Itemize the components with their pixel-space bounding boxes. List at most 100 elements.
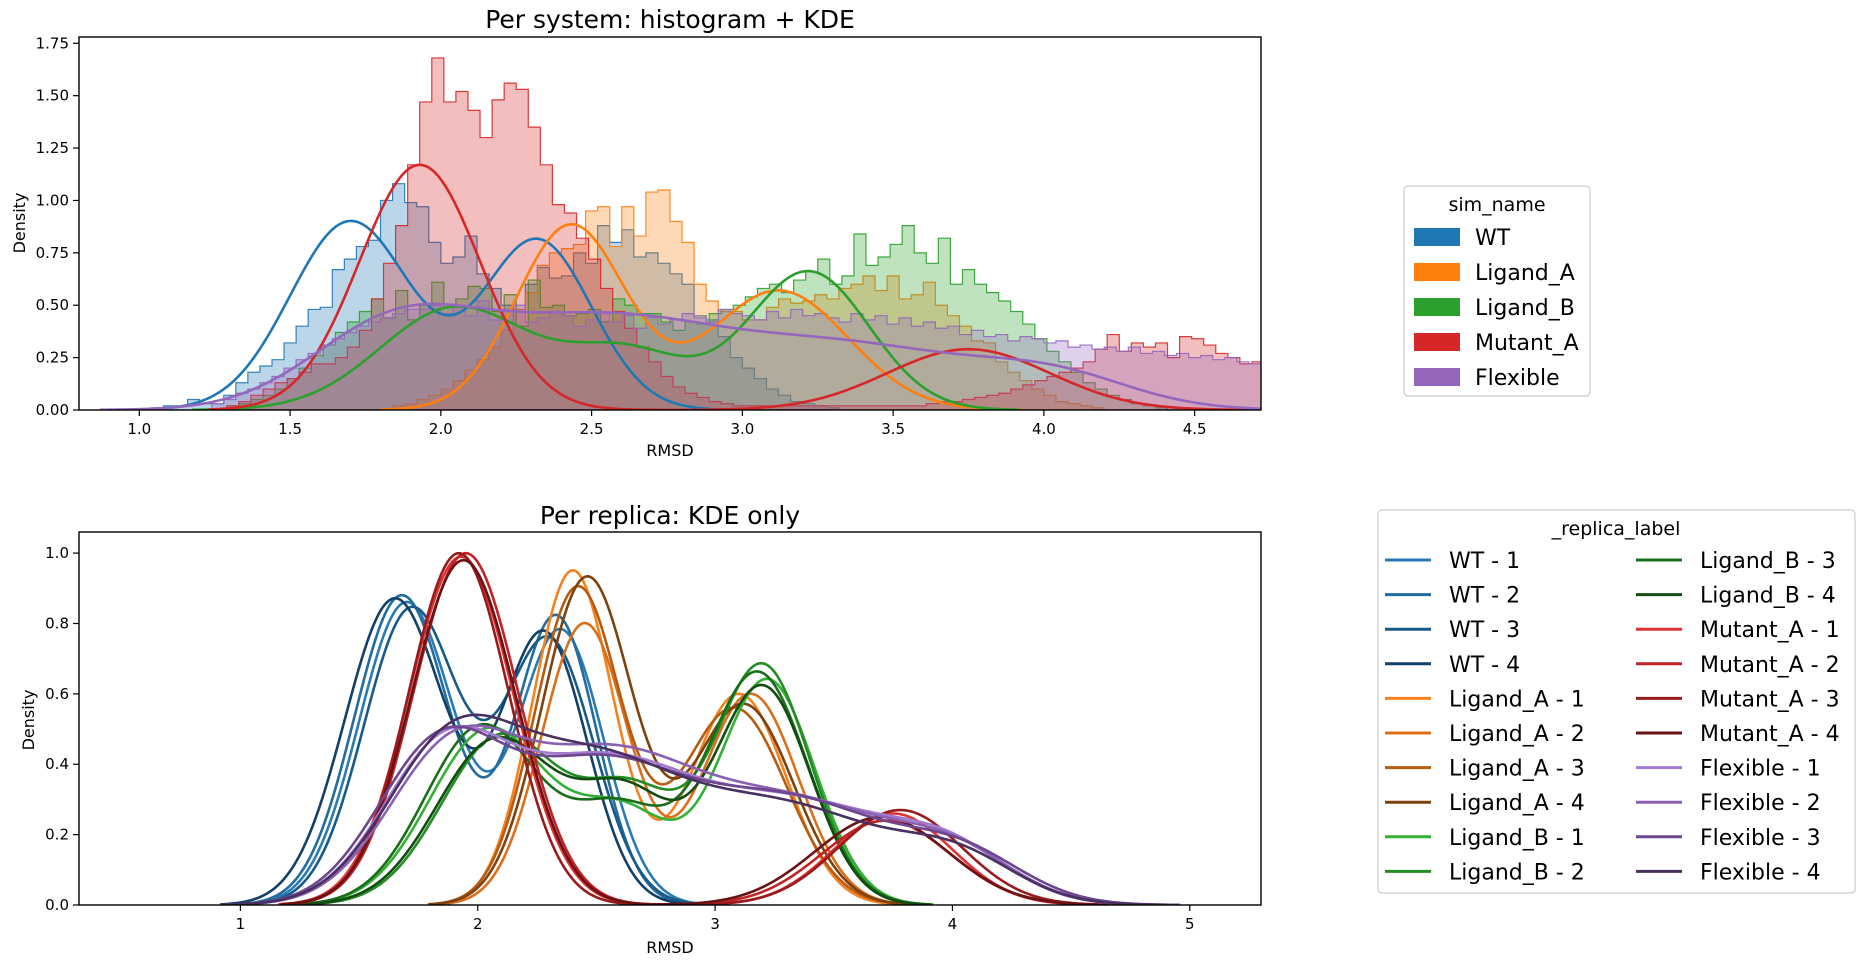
y-tick-label: 0.50 (36, 296, 69, 314)
legend-item-flexible-4: Flexible - 4 (1636, 860, 1821, 885)
x-tick-label: 2.5 (580, 420, 604, 438)
y-tick-label: 0.8 (45, 614, 69, 632)
legend-label: Ligand_A - 1 (1449, 687, 1585, 712)
legend-label: WT - 3 (1449, 618, 1520, 643)
histogram-mutant-a (214, 57, 1261, 410)
y-tick-label: 0.6 (45, 685, 69, 703)
y-ticks-top: 0.00 0.25 0.50 0.75 1.00 1.25 1.50 1.75 (36, 34, 79, 419)
kde-line-wt-1 (240, 600, 711, 905)
legend-item-mutant-a-2: Mutant_A - 2 (1636, 653, 1840, 678)
legend-label: Flexible - 2 (1700, 791, 1821, 816)
legend-item-wt-1: WT - 1 (1385, 549, 1520, 574)
x-tick-label: 1.0 (127, 420, 151, 438)
legend-swatch (1414, 228, 1460, 246)
legend-item-flexible-2: Flexible - 2 (1636, 791, 1821, 816)
legend-label: Ligand_A (1475, 261, 1575, 286)
kde-line-flexible-4 (222, 713, 1168, 905)
plot-area-frame-bottom (78, 531, 1262, 906)
x-axis-label-top: RMSD (646, 441, 693, 460)
kde-replica-axes: Per replica: KDE only 1 2 3 4 5 0.0 0.2 0.4 0.6… (19, 501, 1262, 957)
legend-frame-bottom (1377, 509, 1856, 894)
x-axis-label-bottom: RMSD (646, 938, 693, 957)
legend-swatch (1414, 263, 1460, 281)
legend-label: WT - 4 (1449, 653, 1520, 678)
legend-label: Ligand_B - 4 (1700, 584, 1836, 609)
legend-sim-name: sim_name WT Ligand_A Ligand_B Mutant_A Flexi… (1403, 185, 1591, 397)
kde-line-mutant-a (208, 163, 1254, 410)
legend-label: Flexible (1475, 366, 1560, 391)
legend-item-wt-4: WT - 4 (1385, 653, 1520, 678)
legend-label: Mutant_A - 3 (1700, 687, 1840, 712)
legend-label: Ligand_B (1475, 296, 1575, 321)
y-tick-label: 0.0 (45, 896, 69, 914)
legend-item-mutant-a: Mutant_A (1414, 331, 1579, 356)
legend-item-ligand-b: Ligand_B (1414, 296, 1575, 321)
y-tick-label: 0.4 (45, 755, 69, 773)
y-tick-label: 1.25 (36, 139, 69, 157)
y-axis-label-bottom: Density (19, 690, 38, 751)
kde-line-ligand-b-4 (289, 683, 929, 905)
legend-title-bottom: _replica_label (1551, 518, 1681, 540)
legend-item-ligand-b-1: Ligand_B - 1 (1385, 826, 1585, 851)
histogram-kde-axes: Per system: histogram + KDE 1.0 1.5 2.0 2.5… (10, 5, 1262, 460)
y-axis-label-top: Density (10, 193, 29, 254)
x-tick-label: 2.0 (429, 420, 453, 438)
legend-title-top: sim_name (1448, 194, 1545, 216)
kde-line-ligand-a-3 (427, 584, 917, 905)
x-tick-label: 3.5 (881, 420, 905, 438)
legend-item-wt-2: WT - 2 (1385, 584, 1520, 609)
legend-label: Ligand_B - 2 (1449, 860, 1585, 885)
legend-item-ligand-a: Ligand_A (1414, 261, 1575, 286)
legend-label: Mutant_A - 1 (1700, 618, 1840, 643)
legend-label: Flexible - 4 (1700, 860, 1821, 885)
legend-label: Mutant_A (1475, 331, 1579, 356)
legend-swatch (1414, 333, 1460, 351)
legend-label: WT - 2 (1449, 584, 1520, 609)
legend-label: Mutant_A - 2 (1700, 653, 1840, 678)
y-tick-label: 0.00 (36, 401, 69, 419)
legend-replica-label: _replica_label WT - 1 WT - 2 WT - 3 WT - 4 L… (1377, 509, 1856, 894)
x-tick-label: 3.0 (730, 420, 754, 438)
x-tick-label: 5 (1185, 915, 1195, 933)
y-tick-label: 1.75 (36, 34, 69, 52)
x-tick-label: 1.5 (278, 420, 302, 438)
plot-area-frame-top (78, 36, 1262, 411)
kde-line-ligand-a-2 (434, 621, 917, 905)
legend-item-ligand-b-4: Ligand_B - 4 (1636, 584, 1836, 609)
x-tick-label: 2 (473, 915, 483, 933)
y-tick-label: 0.25 (36, 349, 69, 367)
y-tick-label: 1.0 (45, 544, 69, 562)
legend-item-ligand-a-3: Ligand_A - 3 (1385, 757, 1585, 782)
legend-label: WT (1475, 226, 1511, 251)
legend-swatch (1414, 298, 1460, 316)
chart-title-bottom: Per replica: KDE only (540, 501, 801, 530)
x-tick-label: 4 (948, 915, 958, 933)
kde-line-flexible (100, 302, 1261, 410)
kde-line-ligand-a-4 (429, 574, 919, 905)
legend-label: Flexible - 1 (1700, 757, 1821, 782)
chart-title-top: Per system: histogram + KDE (485, 5, 855, 34)
legend-label: Ligand_A - 4 (1449, 791, 1585, 816)
x-tick-label: 4.0 (1032, 420, 1056, 438)
y-ticks-bottom: 0.0 0.2 0.4 0.6 0.8 1.0 (45, 544, 79, 914)
legend-frame-top (1403, 185, 1591, 397)
legend-label: Ligand_A - 3 (1449, 757, 1585, 782)
legend-label: Ligand_B - 3 (1700, 549, 1836, 574)
kde-curves (100, 163, 1261, 410)
legend-item-mutant-a-3: Mutant_A - 3 (1636, 687, 1840, 712)
x-tick-label: 4.5 (1183, 420, 1207, 438)
legend-item-ligand-a-4: Ligand_A - 4 (1385, 791, 1585, 816)
legend-item-flexible-1: Flexible - 1 (1636, 757, 1821, 782)
kde-line-flexible-3 (221, 725, 1181, 905)
kde-line-mutant-a-4 (280, 558, 1114, 905)
kde-line-ligand-a-1 (431, 568, 906, 905)
legend-item-wt-3: WT - 3 (1385, 618, 1520, 643)
legend-item-flexible: Flexible (1414, 366, 1560, 391)
legend-item-ligand-a-2: Ligand_A - 2 (1385, 722, 1585, 747)
legend-label: Mutant_A - 4 (1700, 722, 1840, 747)
kde-line-flexible-2 (224, 724, 1165, 905)
y-tick-label: 0.75 (36, 244, 69, 262)
legend-swatch (1414, 368, 1460, 386)
kde-line-wt (139, 219, 728, 410)
